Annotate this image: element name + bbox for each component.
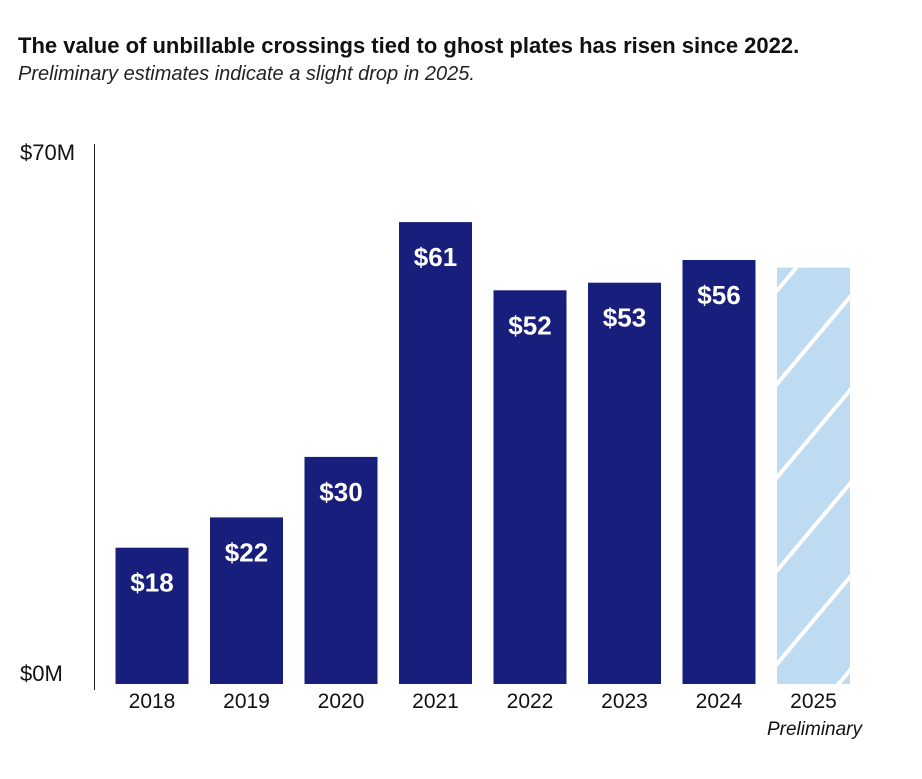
y-tick-label-top: $70M — [20, 140, 76, 165]
bar-2022 — [493, 290, 567, 684]
bar-value-label-2020: $30 — [319, 477, 362, 507]
bar-2025 — [777, 267, 850, 684]
bar-2024 — [682, 260, 756, 684]
bar-value-label-2018: $18 — [130, 568, 173, 598]
bar-value-label-2024: $56 — [697, 280, 740, 310]
x-tick-label-2020: 2020 — [318, 690, 365, 713]
x-tick-label-2019: 2019 — [223, 690, 270, 713]
bar-value-label-2021: $61 — [414, 242, 457, 272]
preliminary-note: Preliminary — [767, 719, 864, 740]
bar-value-label-2019: $22 — [225, 537, 268, 567]
bar-2018 — [115, 547, 189, 684]
bar-value-label-2022: $52 — [508, 310, 551, 340]
x-tick-label-2021: 2021 — [412, 690, 459, 713]
y-axis-line — [94, 144, 95, 690]
x-tick-label-2022: 2022 — [507, 690, 554, 713]
chart-title: The value of unbillable crossings tied t… — [18, 33, 800, 58]
chart-subtitle: Preliminary estimates indicate a slight … — [18, 63, 475, 85]
x-tick-label-2024: 2024 — [696, 690, 743, 713]
bar-2020 — [304, 456, 378, 684]
bar-2019 — [210, 517, 283, 684]
bars-layer: $18 2018 $22 2019 $30 2020 $61 2021 $52 2022 $53 20… — [115, 222, 864, 740]
x-tick-label-2018: 2018 — [129, 690, 176, 713]
x-tick-label-2023: 2023 — [601, 690, 648, 713]
x-tick-label-2025: 2025 — [790, 690, 837, 713]
y-tick-label-bottom: $0M — [20, 661, 63, 686]
bar-value-label-2023: $53 — [603, 303, 646, 333]
bar-2023 — [588, 282, 661, 684]
bar-2021 — [399, 222, 472, 684]
